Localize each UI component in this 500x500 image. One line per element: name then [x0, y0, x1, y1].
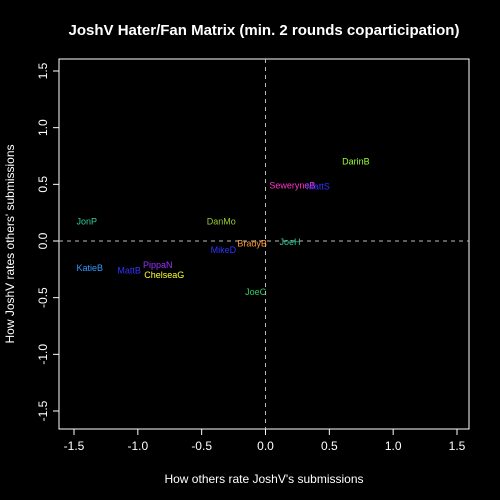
- point-label-chelseag: ChelseaG: [144, 270, 184, 280]
- x-tick-label: -1.0: [127, 439, 148, 453]
- y-tick-label: 0.0: [36, 232, 50, 249]
- y-tick-label: 1.5: [36, 62, 50, 79]
- point-label-darinb: DarinB: [342, 157, 370, 167]
- x-tick-label: 1.5: [449, 439, 466, 453]
- y-tick-label: 1.0: [36, 119, 50, 136]
- point-label-joec: JoeC: [245, 287, 267, 297]
- point-label-jonp: JonP: [77, 217, 98, 227]
- x-tick-label: -1.5: [64, 439, 85, 453]
- point-label-bradyb: BradyB: [237, 238, 267, 248]
- x-tick-label: 1.0: [385, 439, 402, 453]
- y-axis: -1.5 -1.0 -0.5 0.0 0.5 1.0 1.5: [36, 62, 59, 421]
- point-label-pippan: PippaN: [143, 260, 173, 270]
- y-tick-label: 0.5: [36, 176, 50, 193]
- x-tick-label: 0.0: [257, 439, 274, 453]
- point-label-seweryneb: SeweryneB: [269, 180, 315, 190]
- point-label-joeh: JoeH: [280, 237, 301, 247]
- chart-title: JoshV Hater/Fan Matrix (min. 2 rounds co…: [69, 22, 460, 39]
- x-axis-label: How others rate JoshV's submissions: [164, 472, 363, 486]
- x-tick-label: 0.5: [321, 439, 338, 453]
- plot-frame: [58, 58, 470, 430]
- point-label-miked: MikeD: [211, 245, 237, 255]
- y-tick-label: -1.5: [36, 400, 50, 421]
- y-tick-label: -1.0: [36, 344, 50, 365]
- point-label-mattb: MattB: [117, 265, 141, 275]
- point-label-matts: MattS: [306, 182, 330, 192]
- y-axis-label: How JoshV rates others' submissions: [3, 144, 17, 343]
- x-axis: -1.5 -1.0 -0.5 0.0 0.5 1.0 1.5: [64, 429, 466, 453]
- reference-lines: [59, 59, 469, 429]
- point-label-katieb: KatieB: [77, 263, 104, 273]
- y-tick-label: -0.5: [36, 287, 50, 308]
- x-tick-label: -0.5: [191, 439, 212, 453]
- point-label-danmo: DanMo: [207, 217, 236, 227]
